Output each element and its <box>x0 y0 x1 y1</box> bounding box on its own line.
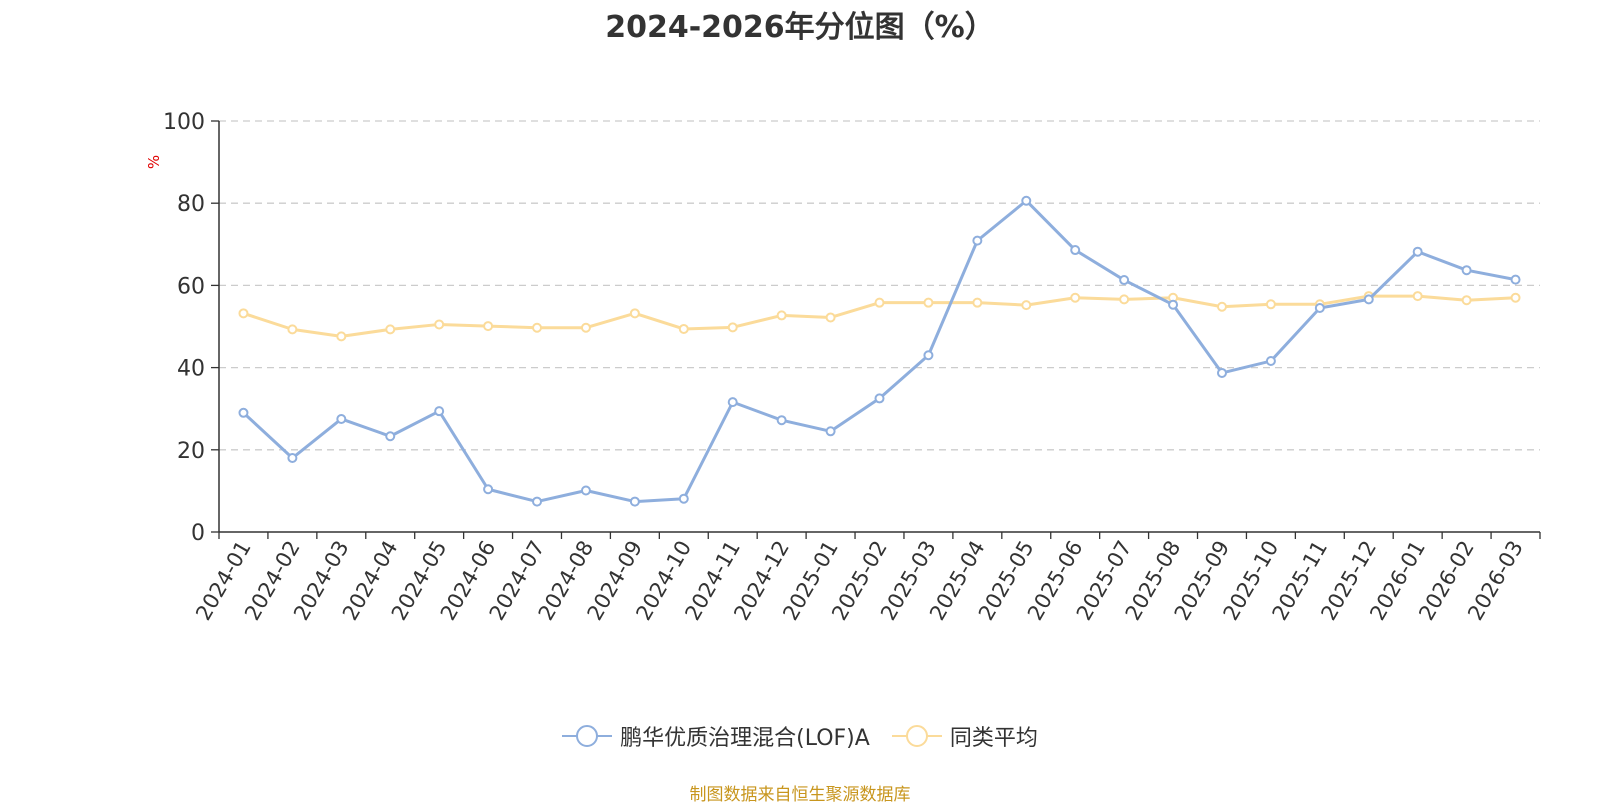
data-point <box>483 484 494 495</box>
data-point <box>1119 275 1130 286</box>
data-point <box>1216 301 1227 312</box>
legend: 鹏华优质治理混合(LOF)A 同类平均 <box>0 720 1600 752</box>
data-point <box>972 297 983 308</box>
legend-marker-icon <box>562 725 613 747</box>
series-1 <box>238 291 1521 342</box>
y-tick-label: 20 <box>177 439 205 464</box>
data-point <box>923 350 934 361</box>
data-point <box>1070 292 1081 303</box>
series-line <box>242 199 1516 504</box>
data-point <box>923 297 934 308</box>
chart-title: 2024-2026年分位图（%） <box>605 10 995 45</box>
data-point <box>727 322 738 333</box>
legend-label: 鹏华优质治理混合(LOF)A <box>620 726 870 751</box>
data-point <box>1216 367 1227 378</box>
y-axis-unit-label: % <box>145 155 163 169</box>
legend-item[interactable]: 同类平均 <box>891 720 1038 752</box>
data-point <box>727 397 738 408</box>
data-source-note: 制图数据来自恒生聚源数据库 <box>689 785 911 805</box>
data-point <box>1021 195 1032 206</box>
data-point <box>385 431 396 442</box>
data-point <box>434 406 445 417</box>
data-point <box>1510 274 1521 285</box>
data-point <box>1021 300 1032 311</box>
data-point <box>1363 294 1374 305</box>
data-point <box>1314 303 1325 314</box>
data-point <box>336 413 347 424</box>
data-point <box>483 321 494 332</box>
legend-marker-icon <box>891 725 942 747</box>
data-point <box>776 415 787 426</box>
y-tick-label: 80 <box>177 192 205 217</box>
data-point <box>874 393 885 404</box>
data-point <box>287 453 298 464</box>
data-point <box>1461 265 1472 276</box>
data-point <box>532 496 543 507</box>
legend-label: 同类平均 <box>949 726 1038 751</box>
data-point <box>336 331 347 342</box>
data-point <box>238 407 249 418</box>
data-point <box>238 308 249 319</box>
data-point <box>972 235 983 246</box>
line-chart: 0204060801002024-012024-022024-032024-04… <box>145 110 1541 624</box>
grid-lines <box>219 120 1540 451</box>
data-point <box>1461 295 1472 306</box>
data-point <box>1119 294 1130 305</box>
data-point <box>1168 299 1179 310</box>
data-point <box>874 297 885 308</box>
data-point <box>580 485 591 496</box>
y-tick-label: 60 <box>177 274 205 299</box>
legend-item[interactable]: 鹏华优质治理混合(LOF)A <box>562 720 870 752</box>
y-tick-label: 100 <box>163 110 205 135</box>
y-tick-label: 0 <box>191 521 205 546</box>
data-point <box>580 322 591 333</box>
data-point <box>1510 292 1521 303</box>
data-point <box>532 322 543 333</box>
data-point <box>385 324 396 335</box>
data-point <box>1265 356 1276 367</box>
legend-marker-circle <box>576 725 599 747</box>
data-point <box>825 426 836 437</box>
data-point <box>629 496 640 507</box>
data-point <box>1265 299 1276 310</box>
data-point <box>1412 246 1423 257</box>
data-point <box>629 308 640 319</box>
data-point <box>1070 245 1081 256</box>
y-tick-label: 40 <box>177 357 205 382</box>
data-point <box>776 310 787 321</box>
data-point <box>678 323 689 334</box>
data-point <box>287 324 298 335</box>
series-0 <box>238 195 1521 507</box>
legend-marker-circle <box>905 725 928 747</box>
data-point <box>825 312 836 323</box>
data-point <box>1412 291 1423 302</box>
data-point <box>434 319 445 330</box>
series-lines <box>238 195 1521 507</box>
data-point <box>678 493 689 504</box>
